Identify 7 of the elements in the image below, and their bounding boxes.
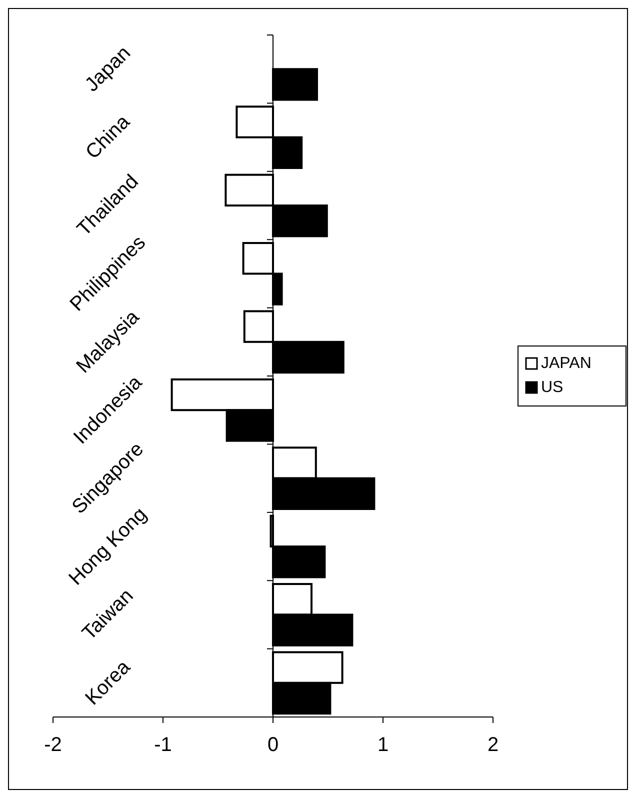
legend-label: US xyxy=(541,379,564,396)
x-tick-label: 1 xyxy=(377,734,389,756)
x-tick-label: -2 xyxy=(44,734,62,756)
x-tick-label: 0 xyxy=(267,734,279,756)
x-tick-label: -1 xyxy=(154,734,172,756)
x-tick-label: 2 xyxy=(487,734,499,756)
legend-label: JAPAN xyxy=(541,355,592,372)
